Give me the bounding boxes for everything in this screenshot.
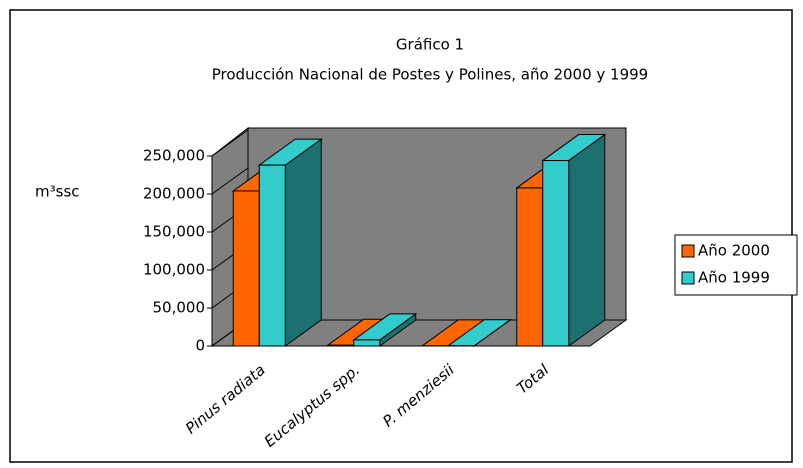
y-tick-label: 250,000 (143, 147, 205, 165)
legend-swatch (682, 272, 694, 284)
bar (233, 191, 259, 346)
legend-label: Año 2000 (698, 242, 770, 260)
bar-side (285, 139, 321, 346)
bar (259, 165, 285, 346)
chart-title: Gráfico 1 (396, 36, 464, 54)
chart-subtitle: Producción Nacional de Postes y Polines,… (212, 66, 648, 84)
legend-label: Año 1999 (698, 269, 770, 287)
y-tick-label: 50,000 (153, 299, 206, 317)
y-axis-label: m³ssc (35, 183, 80, 201)
bar (543, 161, 569, 346)
bar (328, 345, 354, 346)
y-tick-label: 0 (195, 337, 205, 355)
bar-side (569, 135, 605, 346)
bar (354, 340, 380, 346)
y-tick-label: 200,000 (143, 185, 205, 203)
legend-swatch (682, 245, 694, 257)
y-tick-label: 100,000 (143, 261, 205, 279)
y-tick-label: 150,000 (143, 223, 205, 241)
bar (517, 188, 543, 346)
